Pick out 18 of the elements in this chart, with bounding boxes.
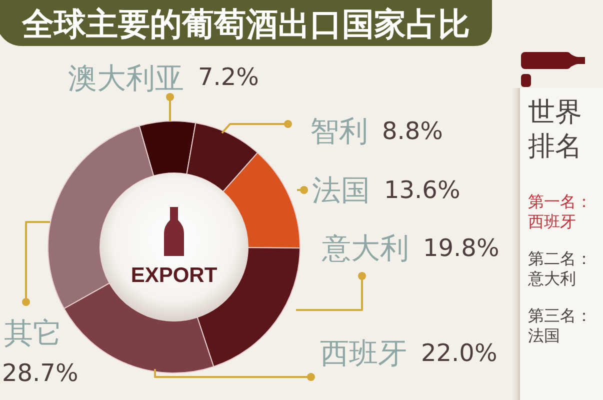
- data-label: 13.6%: [384, 176, 460, 204]
- text: EXPORT: [130, 264, 218, 287]
- slice-label: 法国: [312, 173, 370, 207]
- slice-label: 西班牙: [320, 336, 407, 370]
- text: 世界排名: [528, 96, 583, 164]
- slice-label: 澳大利亚: [68, 61, 184, 95]
- text: 第一名：西班牙: [528, 192, 593, 232]
- data-label: 22.0%: [421, 339, 498, 367]
- text: 第二名：意大利: [528, 249, 593, 289]
- data-label: 8.8%: [382, 117, 443, 145]
- slice-label: 智利: [310, 114, 368, 148]
- data-label: 28.7%: [2, 359, 78, 387]
- slice-label: 其它: [4, 316, 62, 350]
- data-label: 7.2%: [198, 63, 259, 91]
- text: 第三名：法国: [528, 306, 593, 346]
- slice-label: 意大利: [321, 231, 409, 265]
- data-label: 19.8%: [423, 234, 500, 262]
- chart-title: 全球主要的葡萄酒出口国家占比: [22, 5, 470, 43]
